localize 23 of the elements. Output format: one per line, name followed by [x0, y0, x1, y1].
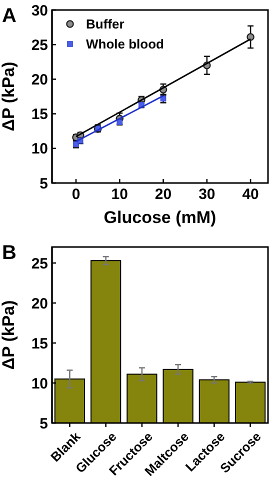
x-axis-title: Glucose (mM) — [104, 208, 216, 227]
y-tick-label: 5 — [40, 415, 48, 432]
legend-label: Whole blood — [86, 36, 164, 52]
x-tick-label: 0 — [72, 186, 80, 203]
y-tick-label: 15 — [31, 106, 48, 124]
y-tick-label: 30 — [31, 2, 48, 20]
y-tick-label: 20 — [31, 295, 48, 312]
x-tick-label: 40 — [242, 186, 259, 203]
y-tick-label: 15 — [31, 335, 48, 352]
y-tick-label: 5 — [40, 175, 48, 192]
x-tick-label: 20 — [154, 186, 172, 203]
text: B — [2, 242, 16, 264]
y-tick-label: 10 — [31, 375, 48, 392]
x-tick-label: 10 — [111, 186, 128, 203]
text: A — [2, 5, 16, 27]
y-axis-title: ΔP (kPa) — [0, 62, 18, 132]
x-tick-label: 30 — [198, 186, 216, 203]
y-tick-label: 25 — [31, 255, 48, 272]
legend-label: Buffer — [86, 16, 124, 32]
y-axis-title: ΔP (kPa) — [0, 300, 18, 370]
y-tick-label: 10 — [31, 140, 48, 158]
y-tick-label: 25 — [31, 36, 48, 54]
y-tick-label: 20 — [31, 71, 48, 88]
